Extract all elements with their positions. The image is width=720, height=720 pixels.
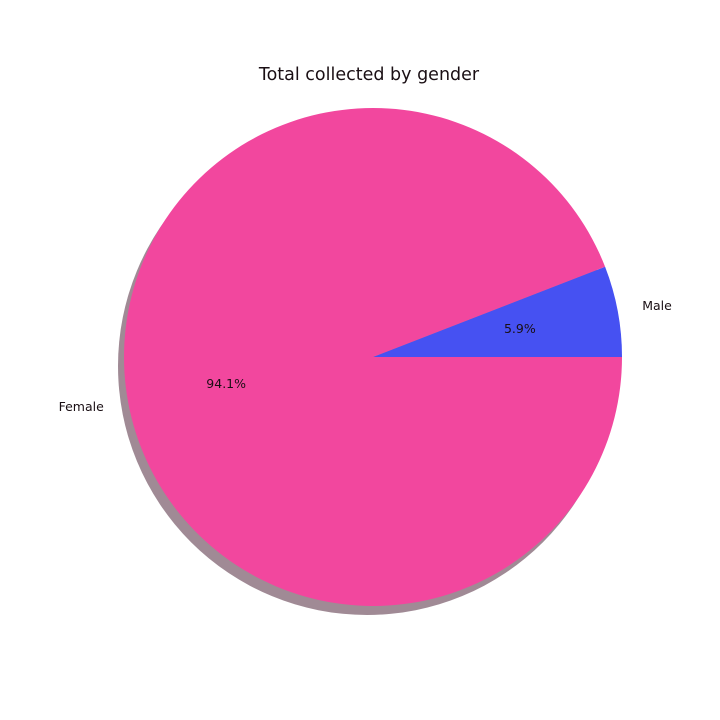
slice-percent-female: 94.1% — [206, 376, 246, 391]
pie-slice-male — [373, 266, 623, 357]
chart-title: Total collected by gender — [258, 65, 480, 85]
pie-labels: Male 5.9% Female 94.1% — [59, 298, 673, 414]
slice-percent-male: 5.9% — [504, 321, 536, 336]
slice-label-female: Female — [59, 399, 105, 414]
pie-slices — [118, 107, 623, 615]
pie-slice-female — [123, 107, 622, 606]
slice-label-male: Male — [642, 298, 672, 313]
